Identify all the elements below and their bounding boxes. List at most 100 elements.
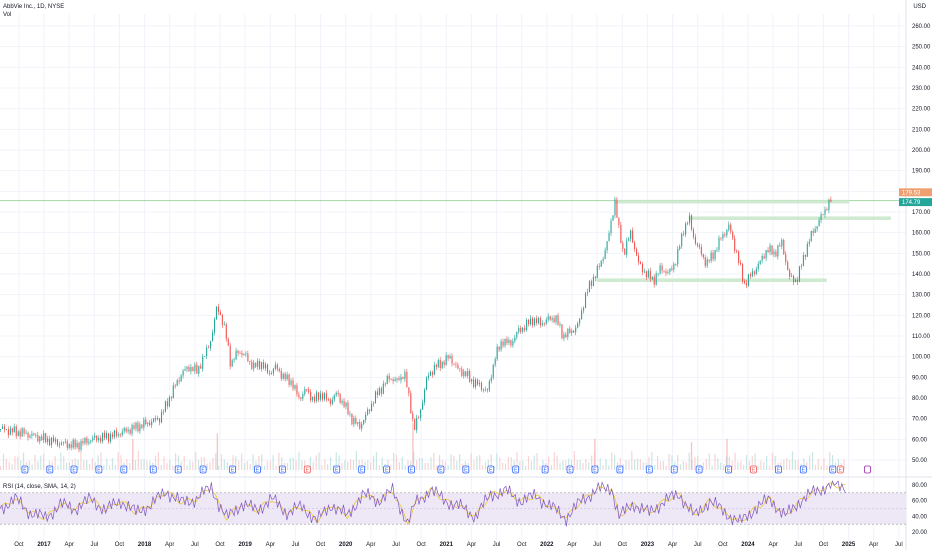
candle-body [441,361,443,369]
zone-rect [596,278,827,282]
candle-body [414,418,416,431]
earnings-marker-letter: E [752,468,756,474]
candle-body [347,402,349,414]
candle-body [255,362,257,367]
volume-bar [539,465,541,470]
candle-body [292,380,294,389]
time-tick-label: Oct [115,542,125,548]
time-tick-label: Apr [64,542,73,548]
candle-body [565,334,567,338]
time-tick-label: Oct [517,542,527,548]
volume-bar [8,462,10,470]
volume-bar [272,455,274,470]
price-tick-label: 220.00 [912,107,931,113]
volume-bar [292,457,294,470]
candle-body [170,397,172,399]
candle-body [567,328,569,338]
volume-bar [318,452,320,470]
candle-body [210,341,212,348]
candle-body [286,374,288,380]
candle-body [33,433,35,435]
volume-bar [177,455,180,470]
candle-body [700,247,702,255]
candle-body [249,361,251,363]
volume-bar [786,458,788,470]
volume-bar [547,456,550,470]
price-tick-label: 130.00 [912,293,931,299]
candle-body [253,362,255,369]
candle-body [325,393,327,400]
earnings-marker [199,465,207,474]
volume-bar [315,455,317,470]
volume-bar [143,458,145,470]
volume-bar [65,462,68,470]
volume-bar [430,457,432,470]
legend-symbol[interactable]: AbbVie Inc., 1D, NYSE [3,4,65,10]
time-tick-label: 2024 [741,542,755,548]
candle-body [100,437,102,442]
earnings-marker [254,465,261,474]
candle-body [492,364,494,378]
candle-body [355,418,357,424]
candle-body [787,261,789,270]
volume-bar [817,458,819,470]
time-tick-label: Apr [768,542,777,548]
candle-body [742,264,744,282]
candle-body [541,323,543,326]
candle-body [524,327,526,330]
candle-body [759,260,761,264]
candle-body [459,368,461,370]
volume-bar [427,462,429,470]
candle-body [382,383,384,394]
candle-body [217,306,219,312]
candle-body [455,364,457,366]
currency-label[interactable]: USD [913,4,926,10]
volume-bar [149,461,151,470]
volume-bar [665,465,667,470]
legend-volume[interactable]: Vol [3,12,12,18]
candle-body [21,428,23,437]
candle-body [331,399,333,404]
candle-body [477,379,479,385]
volume-bar [619,457,621,470]
earnings-marker-letter: E [97,468,101,474]
volume-bar [565,460,567,470]
volume-bar [166,462,168,470]
volume-bar [341,462,343,470]
volume-bar [393,452,395,470]
candle-body [155,418,157,420]
volume-bar [702,462,705,470]
candle-body [186,366,188,370]
volume-spike [132,438,134,470]
volume-bar [352,460,355,470]
candle-body [632,230,634,243]
candle-body [753,271,755,274]
candle-body [586,291,589,294]
candle-body [78,442,80,450]
candle-body [533,318,536,326]
candle-body [223,324,225,326]
candle-body [404,371,406,380]
candle-body [708,259,710,261]
volume-bar [694,456,696,470]
volume-bar [553,452,555,470]
time-tick-label: 2020 [339,542,353,548]
candle-body [318,392,320,400]
volume-bar [513,460,515,470]
rsi-legend[interactable]: RSI (14, close, SMA, 14, 2) [3,484,76,490]
volume-bar [246,460,248,470]
candle-body [54,439,57,442]
candle-body [745,282,748,286]
volume-bar [708,453,710,470]
earnings-marker-letter: E [802,468,806,474]
volume-bar [722,464,725,470]
earnings-marker-letter: E [335,468,339,474]
candle-body [636,248,638,256]
volume-bar [751,455,753,470]
time-tick-label: Oct [416,542,426,548]
candle-body [602,258,604,261]
volume-bar [22,452,25,470]
volume-bar [456,461,458,470]
